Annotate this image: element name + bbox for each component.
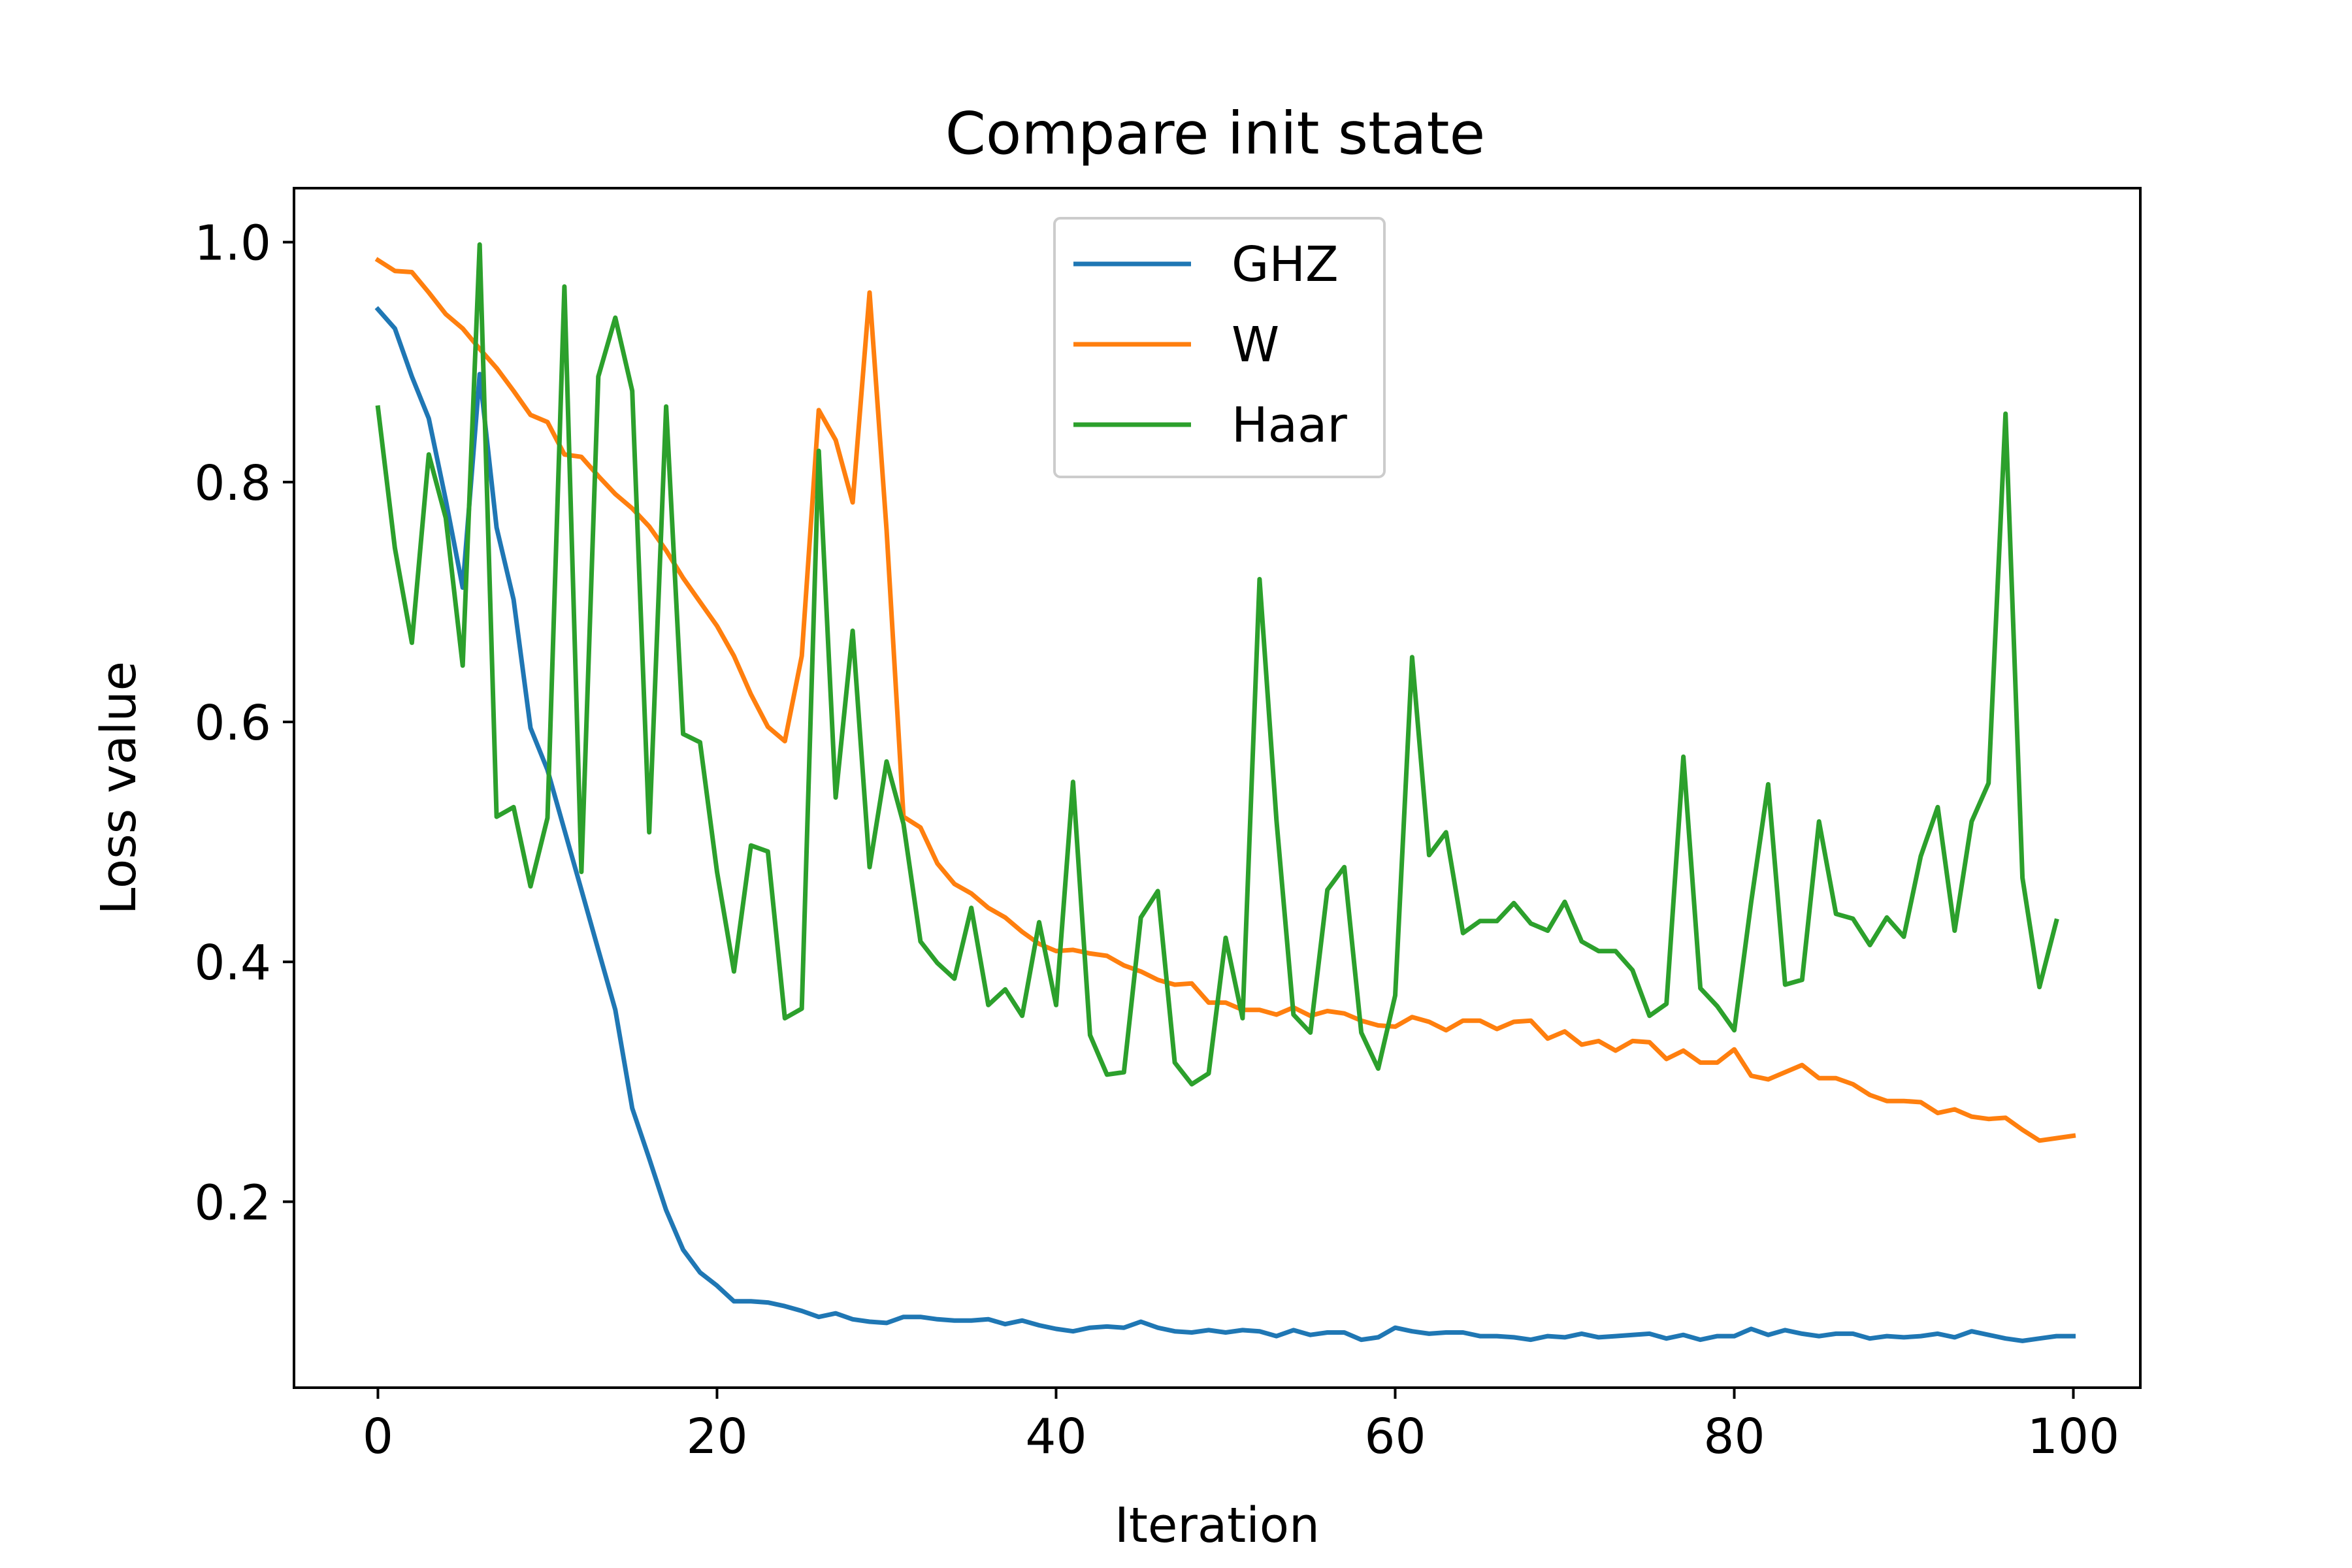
y-tick-label: 0.8: [194, 455, 271, 512]
legend-label-ghz: GHZ: [1232, 237, 1339, 293]
x-tick-label: 80: [1703, 1409, 1765, 1465]
legend: GHZ W Haar: [1053, 217, 1386, 478]
y-tick-label: 0.4: [194, 935, 271, 991]
legend-label-w: W: [1232, 317, 1279, 373]
x-axis-label: Iteration: [1115, 1497, 1320, 1554]
series-line-haar: [375, 242, 2059, 1086]
legend-frame: [1053, 217, 1386, 478]
x-tick-label: 60: [1364, 1409, 1426, 1465]
y-axis-label: Loss value: [91, 661, 147, 915]
x-tick-label: 20: [686, 1409, 747, 1465]
series-layer: [374, 242, 2076, 1343]
x-tick-label: 40: [1025, 1409, 1086, 1465]
plot-area-frame: [293, 187, 2142, 1389]
y-axis-ticks: 0.2 0.4 0.6 0.8 1.0: [194, 216, 294, 1231]
chart-title: Compare init state: [945, 99, 1486, 167]
x-tick-label: 0: [363, 1409, 393, 1465]
y-tick-label: 0.6: [194, 695, 271, 751]
y-tick-label: 0.2: [194, 1175, 271, 1231]
series-line-ghz: [374, 306, 2076, 1343]
legend-label-haar: Haar: [1232, 397, 1347, 453]
x-tick-label: 100: [2027, 1409, 2119, 1465]
x-axis-ticks: 0 20 40 60 80 100: [363, 1388, 2119, 1465]
y-tick-label: 1.0: [194, 216, 271, 272]
